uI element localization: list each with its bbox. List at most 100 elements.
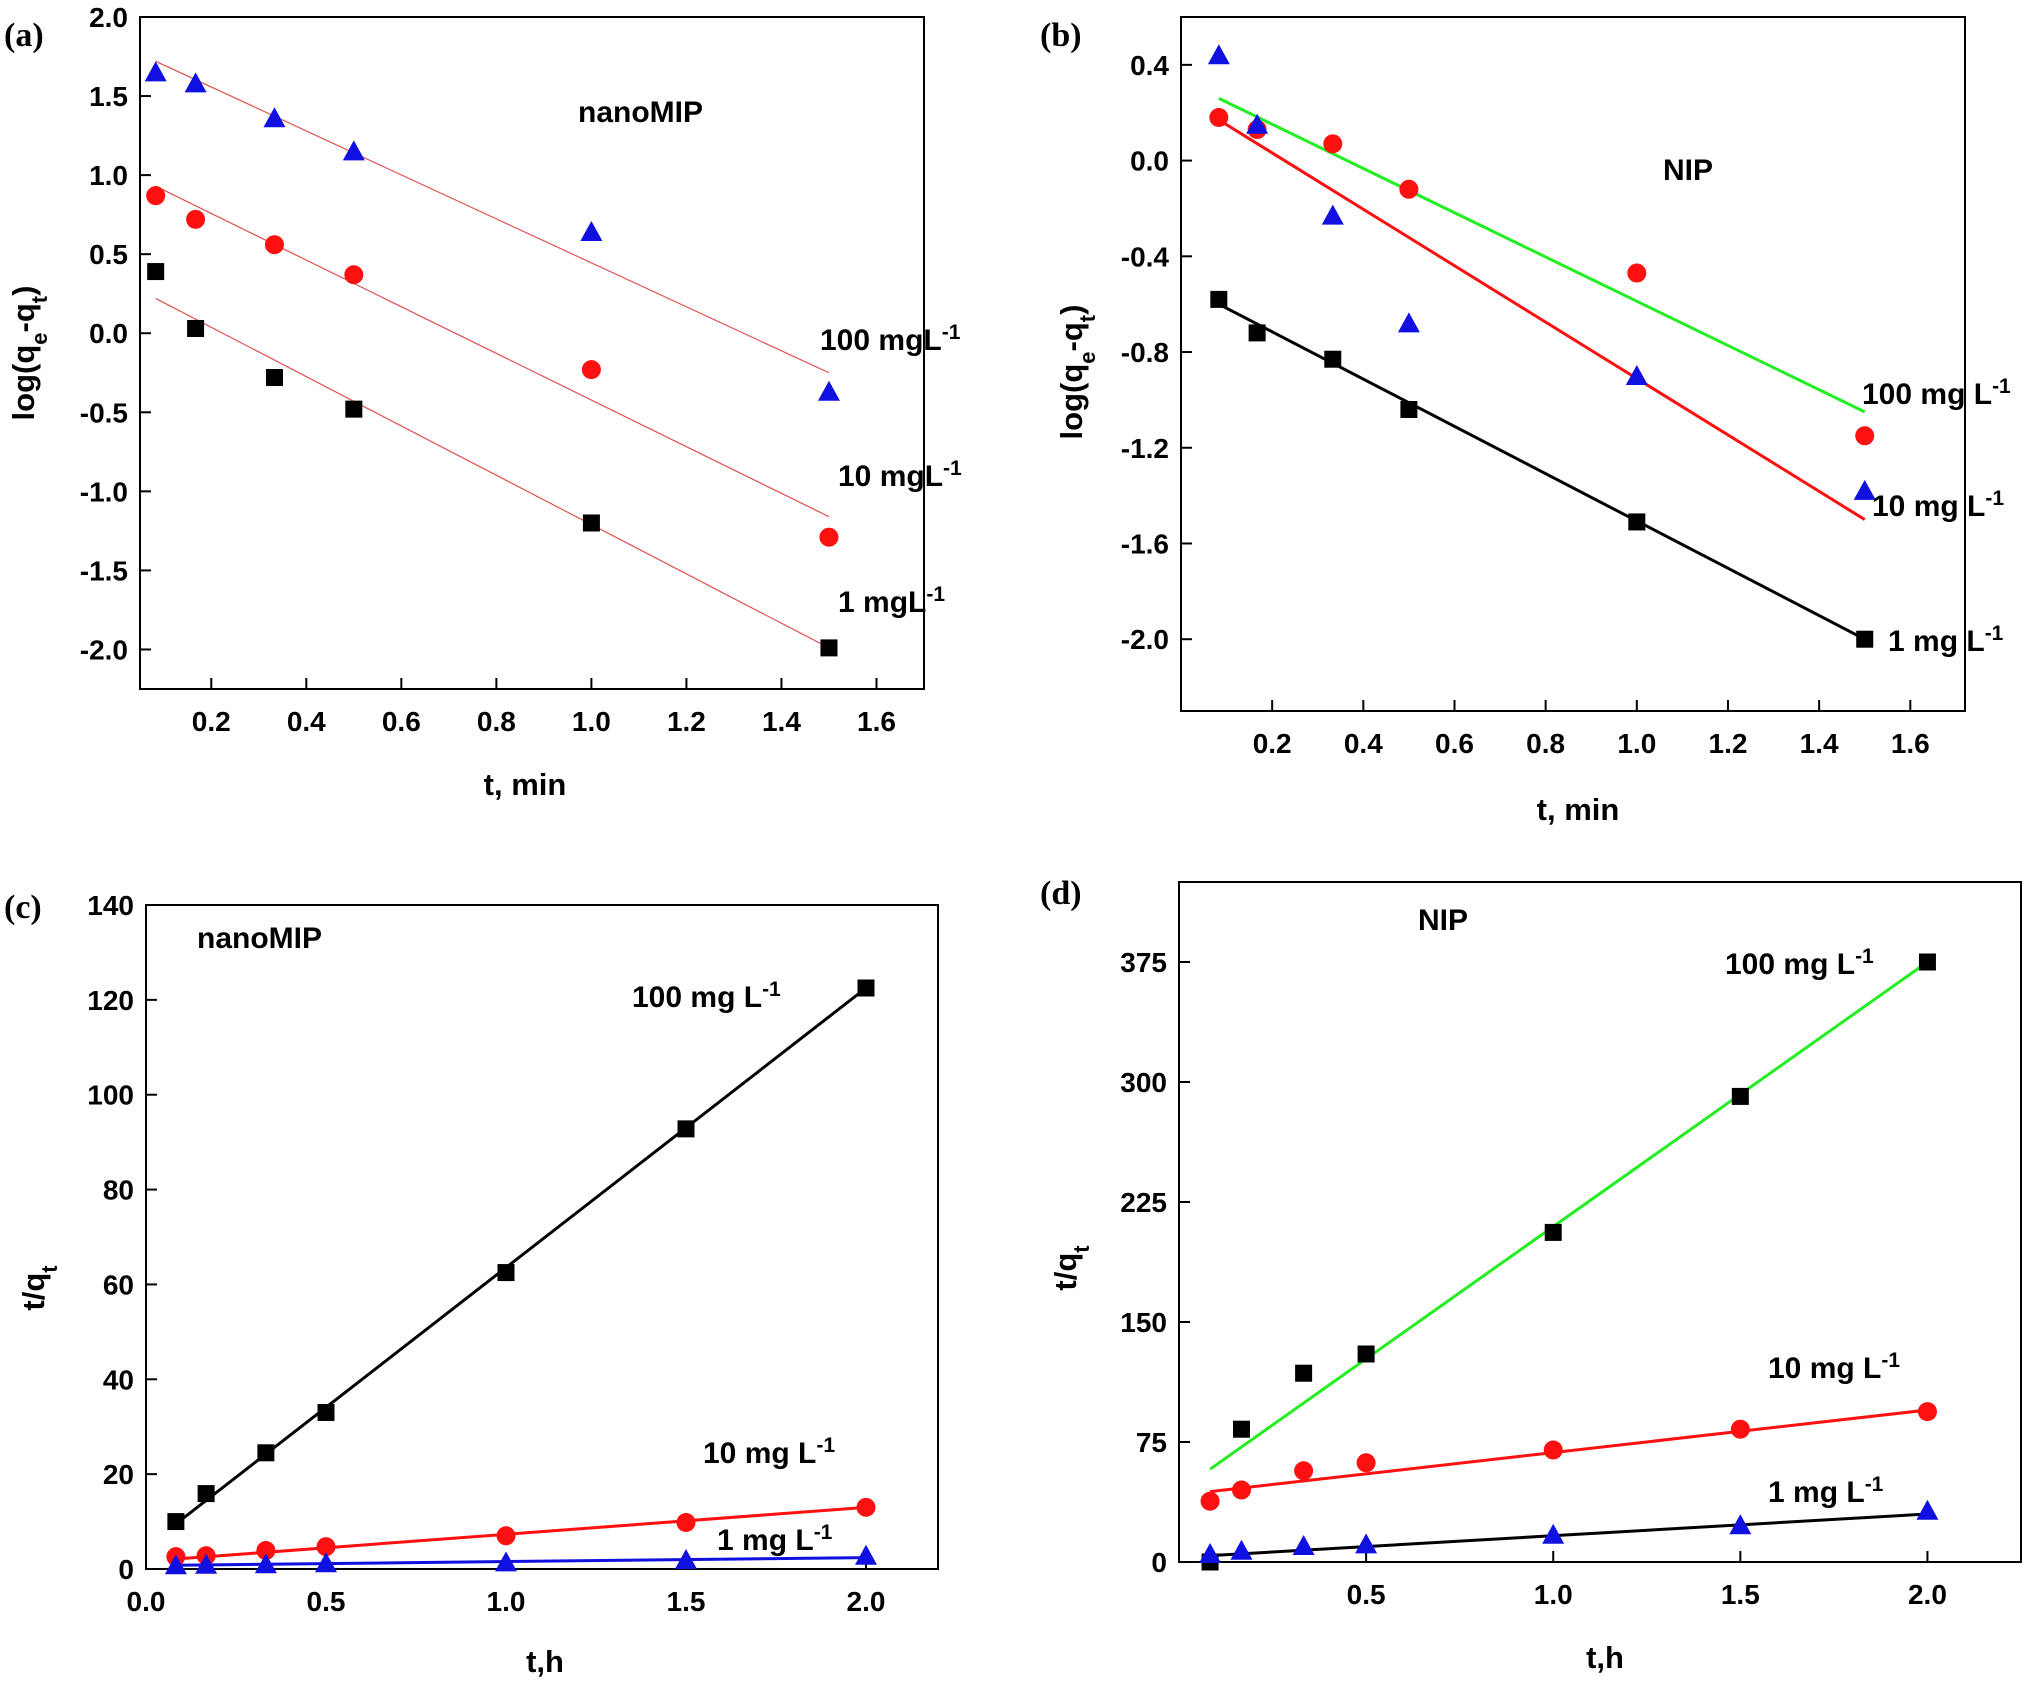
panel-b: (b) NIP 0.2 0.4 0.6 0.8 1.0 1.2 1.4 1.6 0.4 0.0 -… [1040,16,2011,827]
fit-line-series-0 [174,986,867,1526]
x-axis-title: t, min [484,767,567,802]
data-point-series-1 [264,235,284,255]
data-point-series-1 [1294,1461,1314,1481]
x-tick-label: 0.5 [307,1586,346,1617]
data-point-series-1 [1730,1419,1750,1439]
data-point-series-0 [1399,179,1419,199]
data-point-series-2 [675,1548,697,1569]
y-tick-label: 140 [87,890,134,921]
plot-frame [139,16,925,690]
data-point-series-2 [1292,1535,1315,1555]
y-tick-label: 100 [87,1080,134,1111]
data-point-series-2 [1729,1514,1752,1535]
y-tick-label: -2.0 [80,634,128,665]
axis-ticks [1179,961,1929,1563]
data-point-series-2 [820,639,838,657]
series-label-10: 10 mg L-1 [1872,487,2004,524]
fit-lines [174,986,867,1567]
x-axis-title: t, min [1537,792,1620,827]
x-tick-label: 0.6 [382,706,421,737]
x-tick-label: 0.8 [1526,728,1565,759]
y-tick-label: -1.6 [1121,528,1169,559]
axis-ticks [1181,63,1912,711]
fit-line-series-1 [175,1505,867,1561]
data-points [1207,44,1876,648]
x-tick-label: 0.5 [1347,1579,1386,1610]
data-point-series-2 [147,263,165,281]
x-tick-label: 0.2 [1253,728,1292,759]
data-point-series-2 [855,1544,877,1565]
y-tick-labels: 0 20 40 60 80 100 120 140 [87,890,134,1585]
y-axis-title: log(qe-qt) [6,286,52,421]
data-point-series-1 [256,1541,276,1561]
x-tick-label: 1.6 [857,706,896,737]
x-tick-label: 1.0 [1617,728,1656,759]
y-tick-label: 20 [103,1459,134,1490]
data-point-series-0 [317,1403,335,1421]
data-point-series-0 [257,1444,275,1462]
data-point-series-0 [342,140,365,161]
x-tick-labels: 0.2 0.4 0.6 0.8 1.0 1.2 1.4 1.6 [192,706,896,737]
panel-d: (d) NIP 0.5 1.0 1.5 2.0 0 75 150 225 300 375 t,h… [1040,875,2022,1675]
y-tick-label: -2.0 [1121,624,1169,655]
data-point-series-0 [144,61,167,82]
y-tick-label: 375 [1120,947,1167,978]
y-tick-labels: 0 75 150 225 300 375 [1120,947,1167,1578]
data-point-series-1 [344,265,364,285]
y-tick-label: 300 [1120,1067,1167,1098]
series-label-1: 1 mg L-1 [1768,1473,1884,1510]
data-point-series-0 [497,1264,515,1282]
fit-lines [155,60,830,649]
data-point-series-2 [1355,1533,1378,1554]
data-point-series-2 [164,1554,187,1575]
data-point-series-0 [1323,134,1343,154]
data-point-series-1 [1625,364,1648,385]
data-point-series-0 [817,380,840,401]
data-point-series-2 [265,369,283,387]
panel-title: NIP [1663,154,1713,187]
data-point-series-1 [581,360,601,380]
axis-ticks [140,16,878,689]
data-point-series-1 [1356,1453,1376,1473]
data-point-series-2 [1628,513,1646,531]
data-point-series-0 [1627,263,1647,283]
x-tick-label: 1.4 [762,706,801,737]
x-tick-label: 0.8 [477,706,516,737]
x-tick-label: 1.2 [667,706,706,737]
data-point-series-0 [1232,1420,1250,1438]
y-tick-label: 225 [1120,1187,1167,1218]
panel-label: (a) [4,17,44,54]
y-tick-label: 120 [87,985,134,1016]
y-tick-label: -0.4 [1121,241,1170,272]
x-tick-label: 0.2 [192,706,231,737]
y-tick-label: 0 [1151,1547,1167,1578]
y-tick-label: 0.4 [1130,50,1169,81]
y-tick-label: -1.2 [1121,433,1169,464]
x-tick-label: 1.0 [1534,1579,1573,1610]
y-axis-title: t/qt [1048,1245,1094,1291]
data-point-series-1 [496,1526,516,1546]
data-point-series-0 [263,107,286,128]
panel-label: (d) [1040,875,1082,912]
series-label-10: 10 mg L-1 [1768,1349,1900,1386]
data-point-series-0 [184,72,207,93]
x-tick-label: 0.6 [1435,728,1474,759]
data-point-series-2 [1230,1539,1253,1560]
y-tick-label: 40 [103,1364,134,1395]
data-point-series-1 [1917,1402,1937,1422]
x-tick-label: 1.6 [1891,728,1930,759]
data-point-series-0 [1918,953,1936,971]
x-tick-label: 0.0 [127,1586,166,1617]
y-tick-label: -1.5 [80,555,128,586]
data-point-series-1 [676,1513,696,1533]
data-point-series-1 [856,1497,876,1517]
data-points [144,61,840,657]
series-label-100: 100 mg L-1 [632,978,781,1015]
panel-title: nanoMIP [578,96,703,129]
y-tick-label: 0.0 [1130,146,1169,177]
fit-line-series-2 [1218,302,1866,641]
data-point-series-0 [1209,108,1229,128]
y-tick-label: 0.0 [89,318,128,349]
x-tick-label: 1.0 [487,1586,526,1617]
fit-line-series-1 [1218,118,1866,521]
